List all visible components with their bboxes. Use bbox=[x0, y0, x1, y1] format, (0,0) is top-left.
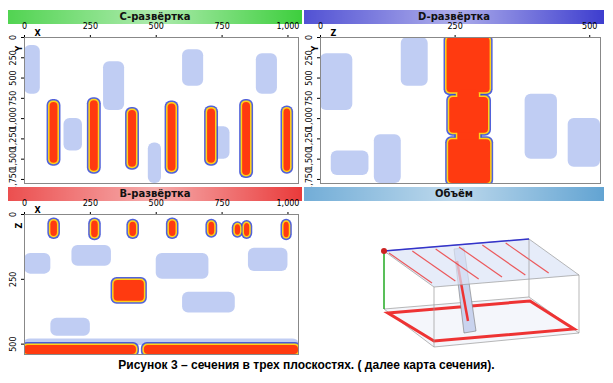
svg-text:1,250: 1,250 bbox=[9, 127, 18, 150]
svg-text:X: X bbox=[35, 206, 42, 215]
svg-text:Z: Z bbox=[15, 223, 24, 229]
svg-text:0: 0 bbox=[22, 199, 27, 208]
svg-text:1,000: 1,000 bbox=[9, 107, 18, 130]
svg-text:0: 0 bbox=[305, 35, 314, 40]
html-text:B-развёртка: B-развёртка bbox=[119, 188, 191, 199]
svg-text:250: 250 bbox=[304, 50, 314, 66]
svg-text:750: 750 bbox=[305, 91, 314, 106]
svg-text:500: 500 bbox=[582, 22, 597, 31]
svg-text:1,000: 1,000 bbox=[277, 22, 300, 31]
svg-text:1,750: 1,750 bbox=[304, 168, 314, 191]
svg-text:750: 750 bbox=[214, 199, 229, 208]
svg-text:250: 250 bbox=[447, 22, 462, 31]
html-text:C-развёртка: C-развёртка bbox=[119, 11, 191, 22]
svg-text:Y: Y bbox=[311, 46, 320, 53]
svg-text:1,250: 1,250 bbox=[305, 127, 314, 150]
svg-text:500: 500 bbox=[9, 70, 18, 85]
svg-text:0: 0 bbox=[9, 212, 18, 217]
svg-text:500: 500 bbox=[9, 336, 18, 351]
svg-text:0: 0 bbox=[9, 35, 18, 40]
svg-text:1,750: 1,750 bbox=[8, 168, 18, 191]
svg-text:750: 750 bbox=[214, 22, 229, 31]
svg-text:250: 250 bbox=[8, 50, 18, 66]
svg-text:500: 500 bbox=[149, 22, 164, 31]
html-text:D-развёртка: D-развёртка bbox=[418, 11, 490, 22]
svg-text:X: X bbox=[35, 29, 42, 38]
svg-text:0: 0 bbox=[22, 22, 27, 31]
svg-text:250: 250 bbox=[9, 272, 18, 287]
svg-text:1,000: 1,000 bbox=[277, 199, 300, 208]
svg-text:250: 250 bbox=[83, 199, 98, 208]
svg-text:1,500: 1,500 bbox=[305, 148, 314, 171]
svg-text:750: 750 bbox=[9, 91, 18, 106]
svg-text:500: 500 bbox=[149, 199, 164, 208]
svg-text:500: 500 bbox=[305, 70, 314, 85]
svg-text:1,000: 1,000 bbox=[305, 107, 314, 130]
svg-text:Y: Y bbox=[15, 46, 24, 53]
svg-text:1,500: 1,500 bbox=[9, 148, 18, 171]
html-text:Объём: Объём bbox=[435, 188, 473, 199]
html-text:Рисунок 3 – сечения в трех пло: Рисунок 3 – сечения в трех плоскостях. (… bbox=[118, 358, 495, 372]
svg-text:0: 0 bbox=[318, 22, 323, 31]
svg-text:Z: Z bbox=[331, 29, 337, 38]
svg-text:250: 250 bbox=[83, 22, 98, 31]
